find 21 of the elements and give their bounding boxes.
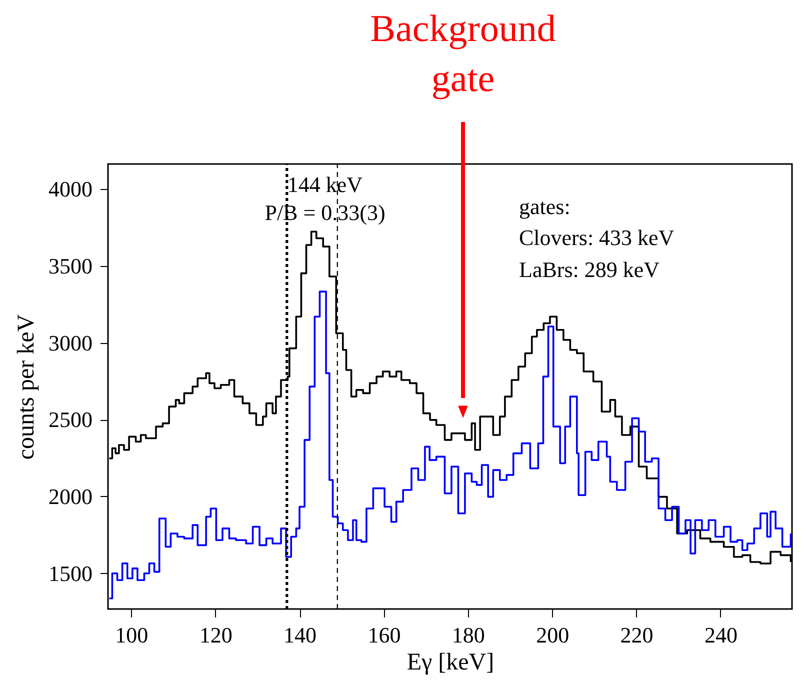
x-tick-label: 160 [368,622,401,648]
x-tick-label: 140 [284,622,317,648]
x-tick-label: 240 [704,622,738,648]
x-axis-title: Eγ [keV] [406,650,494,676]
x-tick-label: 120 [199,622,232,648]
x-tick-label: 200 [536,622,570,648]
annotation: Clovers: 433 keV [519,225,674,250]
text: Background gate [370,8,556,100]
y-tick-label: 3000 [48,330,92,356]
x-tick-label: 180 [452,622,485,648]
y-tick-label: 1500 [48,560,92,586]
y-tick-label: 2000 [48,484,92,509]
x-tick-label: 100 [115,622,148,648]
y-tick-label: 3500 [48,253,92,278]
y-tick-label: 4000 [48,176,92,202]
annotation: LaBrs: 289 keV [519,257,660,282]
x-tick-label: 220 [620,622,654,648]
y-tick-label: 2500 [48,407,92,432]
y-axis-title: counts per keV [14,314,40,460]
annotation: 144 keV [287,172,363,197]
annotation: gates: [519,194,570,219]
